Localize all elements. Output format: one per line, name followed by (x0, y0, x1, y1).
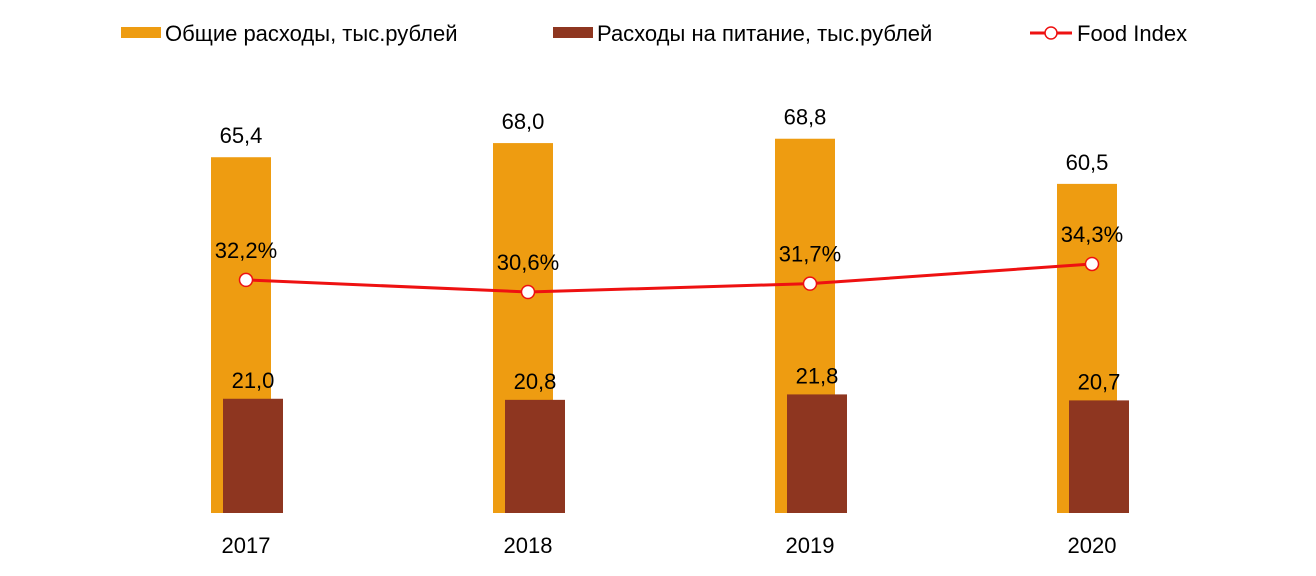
label-food-2018: 20,8 (514, 369, 557, 394)
point-food-index-2017 (238, 272, 254, 288)
label-total-2018: 68,0 (502, 109, 545, 134)
bar-food-2019 (787, 394, 847, 513)
legend-label-food: Расходы на питание, тыс.рублей (597, 21, 932, 46)
legend-label-food-index: Food Index (1077, 21, 1187, 46)
point-food-index-2018 (520, 284, 536, 300)
label-food-index-2020: 34,3% (1061, 222, 1123, 247)
legend-label-total: Общие расходы, тыс.рублей (165, 21, 458, 46)
label-food-2017: 21,0 (232, 368, 275, 393)
x-tick-label-2017: 2017 (222, 533, 271, 558)
label-food-2020: 20,7 (1078, 369, 1121, 394)
label-food-2019: 21,8 (796, 363, 839, 388)
point-food-index-2020 (1084, 256, 1100, 272)
legend-swatch-total (121, 27, 161, 38)
x-tick-label-2020: 2020 (1068, 533, 1117, 558)
label-total-2020: 60,5 (1066, 150, 1109, 175)
legend-marker-food-index (1044, 26, 1058, 40)
bar-food-2018 (505, 399, 565, 513)
bar-food-2020 (1069, 400, 1129, 513)
label-food-index-2019: 31,7% (779, 242, 841, 267)
legend: Общие расходы, тыс.рублей Расходы на пит… (121, 21, 1187, 46)
label-total-2017: 65,4 (220, 123, 263, 148)
bar-food-2017 (223, 398, 283, 513)
label-food-index-2017: 32,2% (215, 238, 277, 263)
x-tick-label-2019: 2019 (786, 533, 835, 558)
label-food-index-2018: 30,6% (497, 250, 559, 275)
legend-swatch-food (553, 27, 593, 38)
x-tick-label-2018: 2018 (504, 533, 553, 558)
label-total-2019: 68,8 (784, 105, 827, 130)
point-food-index-2019 (802, 276, 818, 291)
line-food-index (245, 262, 1093, 294)
